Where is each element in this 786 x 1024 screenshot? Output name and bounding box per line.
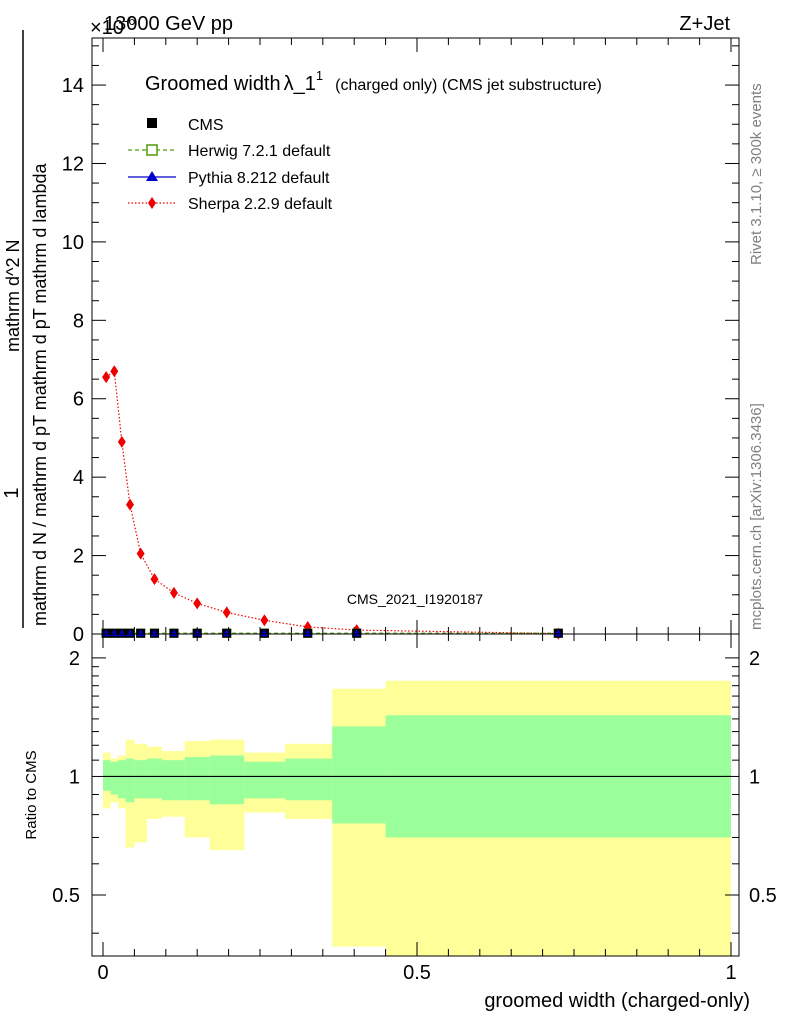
ratio-ytick-label-right: 1 (749, 766, 760, 788)
y-label-numerator: mathrm d^2 N (3, 240, 23, 352)
legend: CMS Herwig 7.2.1 default Pythia 8.212 de… (128, 117, 333, 213)
mcplots-label: mcplots.cern.ch [arXiv:1306.3436] (748, 403, 765, 630)
main-ytick-label: 10 (62, 232, 84, 254)
main-axis-ticks: 0 2 4 6 8 10 12 14 (62, 38, 739, 646)
ratio-band-inner (110, 761, 119, 795)
series-sherpa (102, 365, 563, 640)
legend-item-herwig: Herwig 7.2.1 default (128, 143, 331, 160)
main-ytick-label: 12 (62, 153, 84, 175)
legend-item-sherpa: Sherpa 2.2.9 default (128, 196, 333, 213)
ratio-xtick-label: 0.5 (403, 962, 431, 984)
ratio-xtick-label: 1 (725, 962, 736, 984)
ratio-ytick-label-left: 0.5 (52, 885, 80, 907)
ratio-band-inner (146, 758, 163, 799)
ratio-bands (103, 680, 731, 956)
ratio-band-inner (285, 758, 333, 801)
ratio-band-inner (332, 726, 386, 824)
x-axis-label: groomed width (charged-only) (484, 990, 750, 1012)
ratio-band-inner (162, 760, 185, 801)
analysis-watermark: CMS_2021_I1920187 (347, 591, 483, 607)
legend-label-herwig: Herwig 7.2.1 default (188, 143, 331, 160)
main-ytick-label: 4 (73, 467, 84, 489)
legend-label-sherpa: Sherpa 2.2.9 default (188, 196, 333, 213)
y-label-one: 1 (1, 487, 23, 498)
ratio-xtick-label: 0 (97, 962, 108, 984)
ratio-band-inner (209, 755, 245, 805)
process-label: Z+Jet (679, 13, 730, 35)
legend-label-cms: CMS (188, 117, 224, 134)
legend-marker-pythia (146, 171, 158, 181)
ratio-ytick-label-left: 2 (69, 648, 80, 670)
ratio-axis-ticks: 0.5 0.5 1 1 2 2 0 0.5 1 (52, 634, 777, 984)
ratio-ytick-label-right: 2 (749, 648, 760, 670)
main-ytick-label: 2 (73, 546, 84, 568)
legend-item-pythia: Pythia 8.212 default (128, 170, 330, 187)
main-y-label: 1 mathrm d N / mathrm d pT mathrm d pT m… (1, 30, 50, 628)
ratio-ytick-label-left: 1 (69, 766, 80, 788)
main-ytick-label: 6 (73, 389, 84, 411)
sherpa-point (126, 498, 135, 511)
legend-label-pythia: Pythia 8.212 default (188, 170, 330, 187)
sherpa-point (222, 606, 231, 619)
ratio-band-inner (244, 761, 286, 799)
sherpa-point (193, 597, 202, 610)
ratio-band-inner (118, 760, 126, 799)
main-ytick-label: 0 (73, 624, 84, 646)
y-multiplier: ×10-6 (90, 13, 136, 39)
ratio-ytick-label-right: 0.5 (749, 885, 777, 907)
rivet-label: Rivet 3.1.10, ≥ 300k events (748, 83, 765, 265)
sherpa-point (102, 371, 111, 384)
sherpa-point (260, 614, 269, 627)
legend-marker-sherpa (148, 197, 156, 209)
chart-title: Groomed width λ_11(charged only) (CMS jet… (145, 68, 602, 95)
ratio-band-inner (103, 760, 111, 791)
ratio-plot-area (91, 633, 740, 957)
ratio-band-inner (134, 760, 147, 799)
sherpa-point (110, 365, 119, 378)
main-marks (101, 365, 563, 640)
sherpa-point (169, 586, 178, 599)
ratio-y-label: Ratio to CMS (23, 750, 40, 839)
legend-marker-herwig (146, 144, 158, 156)
ratio-band-inner (184, 757, 210, 801)
legend-item-cms: CMS (147, 117, 224, 134)
main-ytick-label: 14 (62, 75, 84, 97)
y-label-denominator: mathrm d N / mathrm d pT mathrm d pT mat… (30, 163, 50, 626)
main-ytick-label: 8 (73, 310, 84, 332)
energy-label: 13000 GeV pp (104, 13, 233, 35)
legend-marker-cms (147, 118, 157, 128)
sherpa-point (150, 573, 159, 586)
sherpa-point (117, 435, 126, 448)
ratio-band-inner (125, 758, 135, 803)
sherpa-point (136, 547, 145, 560)
